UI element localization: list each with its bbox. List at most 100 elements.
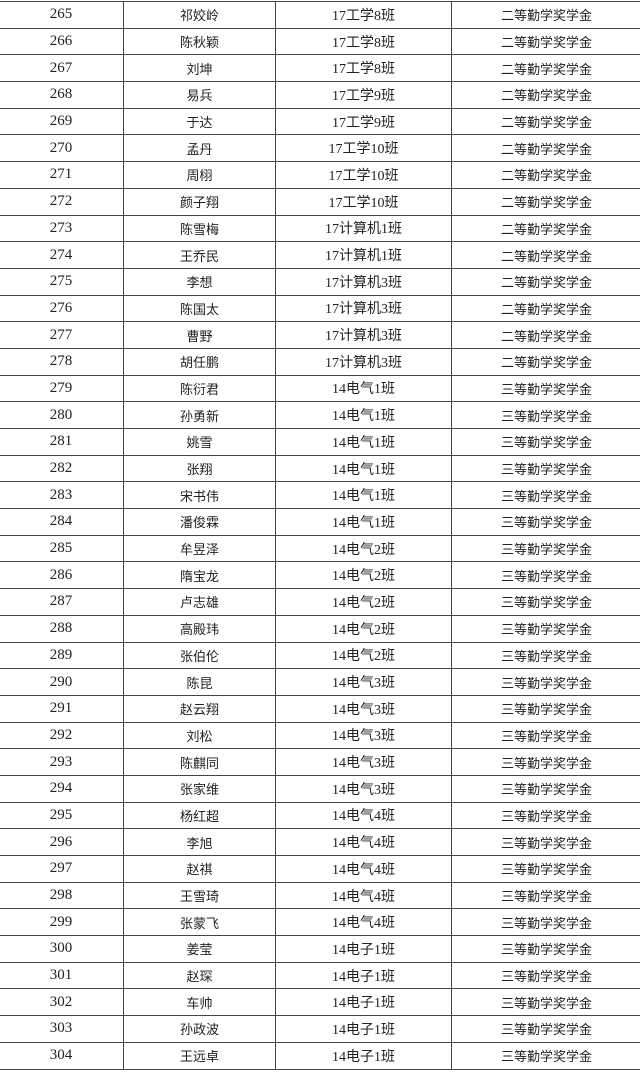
class-name-cell: 14电气2班 [275, 534, 452, 563]
award-name-cell: 二等勤学奖学金 [451, 294, 640, 323]
row-number-cell: 287 [0, 588, 124, 616]
row-number-cell: 284 [0, 508, 124, 536]
student-name-cell: 祁姣岭 [123, 1, 276, 29]
row-number-cell: 293 [0, 748, 124, 776]
row-number-cell: 294 [0, 774, 124, 803]
table-row: 280 孙勇新 14电气1班 三等勤学奖学金 [0, 401, 640, 429]
award-name-cell: 三等勤学奖学金 [451, 774, 640, 803]
class-name-cell: 14电子1班 [275, 935, 452, 963]
table-row: 292 刘松 14电气3班 三等勤学奖学金 [0, 721, 640, 750]
table-row: 268 易兵 17工学9班 二等勤学奖学金 [0, 81, 640, 109]
award-name-cell: 三等勤学奖学金 [451, 614, 640, 643]
class-name-cell: 17工学10班 [275, 161, 452, 189]
student-name-cell: 李旭 [123, 828, 276, 856]
award-name-cell: 三等勤学奖学金 [451, 881, 640, 910]
table-row: 303 孙政波 14电子1班 三等勤学奖学金 [0, 1015, 640, 1043]
table-row: 304 王远卓 14电子1班 三等勤学奖学金 [0, 1041, 640, 1070]
row-number-cell: 279 [0, 374, 124, 403]
class-name-cell: 14电子1班 [275, 988, 452, 1017]
student-name-cell: 杨红超 [123, 801, 276, 830]
row-number-cell: 272 [0, 187, 124, 216]
class-name-cell: 14电气2班 [275, 561, 452, 590]
award-name-cell: 三等勤学奖学金 [451, 748, 640, 776]
row-number-cell: 303 [0, 1015, 124, 1043]
table-row: 302 车帅 14电子1班 三等勤学奖学金 [0, 988, 640, 1017]
class-name-cell: 17工学10班 [275, 134, 452, 163]
table-row: 271 周栩 17工学10班 二等勤学奖学金 [0, 161, 640, 189]
row-number-cell: 277 [0, 321, 124, 349]
student-name-cell: 赵云翔 [123, 694, 276, 723]
class-name-cell: 17计算机1班 [275, 241, 452, 269]
row-number-cell: 267 [0, 54, 124, 83]
table-row: 279 陈衍君 14电气1班 三等勤学奖学金 [0, 374, 640, 403]
class-name-cell: 14电气4班 [275, 801, 452, 830]
table-row: 293 陈麒同 14电气3班 三等勤学奖学金 [0, 748, 640, 776]
class-name-cell: 17计算机3班 [275, 321, 452, 349]
table-row: 298 王雪琦 14电气4班 三等勤学奖学金 [0, 881, 640, 910]
award-name-cell: 三等勤学奖学金 [451, 401, 640, 429]
student-name-cell: 孙政波 [123, 1015, 276, 1043]
row-number-cell: 274 [0, 241, 124, 269]
award-name-cell: 三等勤学奖学金 [451, 481, 640, 510]
award-name-cell: 三等勤学奖学金 [451, 988, 640, 1017]
student-name-cell: 卢志雄 [123, 588, 276, 616]
award-name-cell: 三等勤学奖学金 [451, 961, 640, 990]
row-number-cell: 281 [0, 428, 124, 456]
award-name-cell: 三等勤学奖学金 [451, 508, 640, 536]
class-name-cell: 17工学8班 [275, 54, 452, 83]
student-name-cell: 张家维 [123, 774, 276, 803]
class-name-cell: 14电子1班 [275, 961, 452, 990]
student-name-cell: 周栩 [123, 161, 276, 189]
class-name-cell: 14电气1班 [275, 374, 452, 403]
table-row: 277 曹野 17计算机3班 二等勤学奖学金 [0, 321, 640, 349]
class-name-cell: 14电气1班 [275, 428, 452, 456]
row-number-cell: 280 [0, 401, 124, 429]
student-name-cell: 姚雪 [123, 428, 276, 456]
row-number-cell: 269 [0, 107, 124, 136]
class-name-cell: 14电气1班 [275, 454, 452, 483]
class-name-cell: 14电子1班 [275, 1041, 452, 1070]
award-name-cell: 三等勤学奖学金 [451, 855, 640, 883]
row-number-cell: 290 [0, 668, 124, 696]
award-name-cell: 三等勤学奖学金 [451, 668, 640, 696]
class-name-cell: 14电气3班 [275, 748, 452, 776]
row-number-cell: 273 [0, 214, 124, 243]
table-row: 295 杨红超 14电气4班 三等勤学奖学金 [0, 801, 640, 830]
class-name-cell: 14电气3班 [275, 668, 452, 696]
award-name-cell: 三等勤学奖学金 [451, 694, 640, 723]
table-row: 276 陈国太 17计算机3班 二等勤学奖学金 [0, 294, 640, 323]
award-name-cell: 三等勤学奖学金 [451, 935, 640, 963]
class-name-cell: 14电气4班 [275, 881, 452, 910]
row-number-cell: 297 [0, 855, 124, 883]
class-name-cell: 14电气2班 [275, 588, 452, 616]
table-row: 299 张蒙飞 14电气4班 三等勤学奖学金 [0, 908, 640, 937]
class-name-cell: 14电气1班 [275, 401, 452, 429]
table-row: 265 祁姣岭 17工学8班 二等勤学奖学金 [0, 1, 640, 29]
student-name-cell: 车帅 [123, 988, 276, 1017]
class-name-cell: 17计算机3班 [275, 347, 452, 376]
student-name-cell: 陈麒同 [123, 748, 276, 776]
award-name-cell: 二等勤学奖学金 [451, 161, 640, 189]
award-name-cell: 二等勤学奖学金 [451, 187, 640, 216]
row-number-cell: 296 [0, 828, 124, 856]
student-name-cell: 张蒙飞 [123, 908, 276, 937]
student-name-cell: 赵祺 [123, 855, 276, 883]
table-row: 269 于达 17工学9班 二等勤学奖学金 [0, 107, 640, 136]
class-name-cell: 17工学8班 [275, 27, 452, 56]
row-number-cell: 266 [0, 27, 124, 56]
row-number-cell: 286 [0, 561, 124, 590]
row-number-cell: 283 [0, 481, 124, 510]
award-name-cell: 三等勤学奖学金 [451, 454, 640, 483]
student-name-cell: 于达 [123, 107, 276, 136]
student-name-cell: 宋书伟 [123, 481, 276, 510]
class-name-cell: 17工学9班 [275, 107, 452, 136]
student-name-cell: 张翔 [123, 454, 276, 483]
award-name-cell: 三等勤学奖学金 [451, 374, 640, 403]
table-row: 300 姜莹 14电子1班 三等勤学奖学金 [0, 935, 640, 963]
table-row: 289 张伯伦 14电气2班 三等勤学奖学金 [0, 641, 640, 670]
student-name-cell: 陈衍君 [123, 374, 276, 403]
row-number-cell: 291 [0, 694, 124, 723]
table-row: 301 赵琛 14电子1班 三等勤学奖学金 [0, 961, 640, 990]
